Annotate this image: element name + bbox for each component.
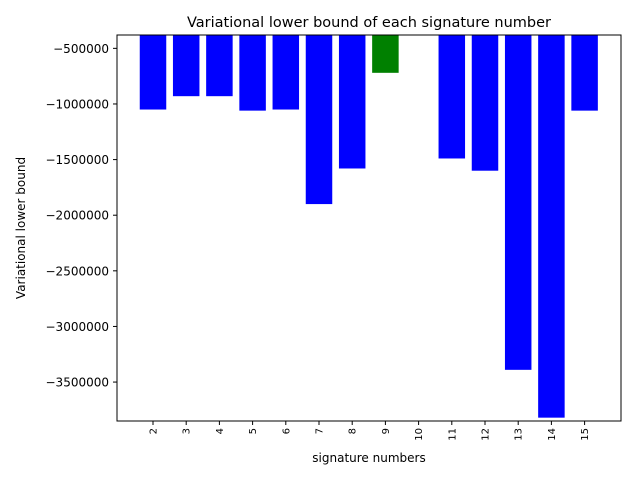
bar-4 — [206, 35, 233, 97]
x-axis-label: signature numbers — [312, 451, 425, 465]
y-tick-label: −500000 — [53, 42, 109, 56]
bar-7 — [305, 35, 333, 205]
x-tick-label: 7 — [315, 428, 326, 434]
x-tick-label: 11 — [447, 428, 458, 441]
y-tick-label: −1500000 — [46, 153, 110, 167]
x-tick-label: 2 — [149, 428, 160, 434]
x-tick-label: 10 — [414, 428, 425, 441]
y-axis-label: Variational lower bound — [14, 157, 28, 299]
x-tick-label: 8 — [348, 428, 359, 434]
y-tick-label: −2000000 — [46, 209, 110, 223]
bars-group — [139, 35, 598, 418]
bar-12 — [471, 35, 499, 171]
x-axis: 2 3 4 5 6 7 8 9 10 11 12 13 14 15 — [149, 421, 591, 441]
chart-title: Variational lower bound of each signatur… — [187, 15, 551, 31]
x-tick-label: 5 — [248, 428, 259, 434]
y-tick-label: −3000000 — [46, 320, 110, 334]
y-tick-label: −2500000 — [46, 264, 110, 278]
bar-15 — [571, 35, 598, 111]
y-tick-label: −1000000 — [46, 97, 110, 111]
x-tick-label: 12 — [481, 428, 492, 441]
x-tick-label: 9 — [381, 428, 392, 434]
bar-2 — [139, 35, 167, 110]
x-tick-label: 3 — [182, 428, 193, 434]
bar-14 — [538, 35, 565, 418]
bar-13 — [504, 35, 532, 370]
x-tick-label: 14 — [547, 428, 558, 441]
x-tick-label: 13 — [514, 428, 525, 441]
x-tick-label: 15 — [580, 428, 591, 441]
bar-11 — [438, 35, 466, 159]
bar-6 — [272, 35, 300, 110]
plot-frame — [116, 34, 622, 422]
y-tick-label: −3500000 — [46, 376, 110, 390]
bar-8 — [338, 35, 366, 169]
bar-3 — [172, 35, 200, 97]
bar-5 — [239, 35, 266, 111]
x-tick-label: 6 — [281, 428, 292, 434]
x-tick-label: 4 — [215, 428, 226, 434]
bar-9 — [372, 35, 399, 73]
y-axis: −500000 −1000000 −1500000 −2000000 −2500000 −… — [46, 42, 117, 390]
